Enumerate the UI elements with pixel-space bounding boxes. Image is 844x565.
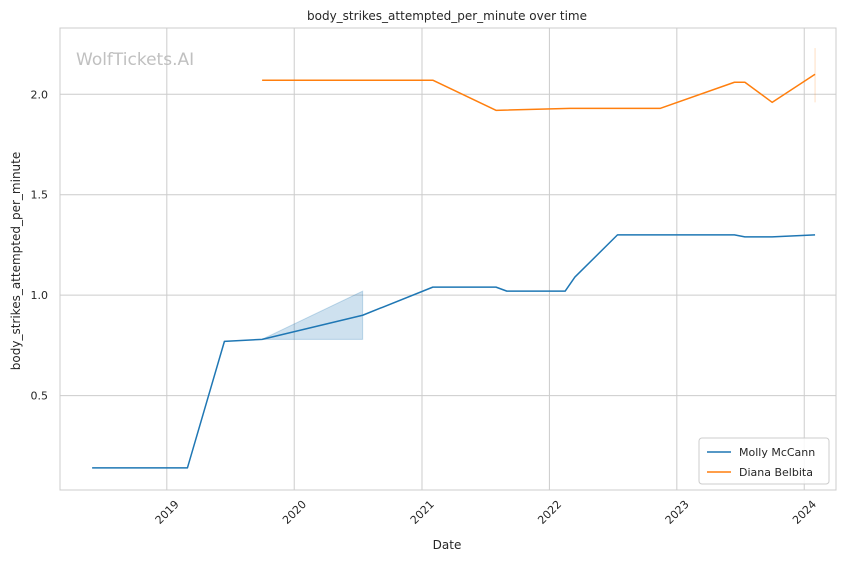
legend-label-molly-mccann: Molly McCann bbox=[739, 446, 815, 459]
series-line-molly-mccann bbox=[92, 234, 816, 469]
x-tick-label: 2019 bbox=[153, 498, 182, 527]
grid-layer bbox=[60, 28, 836, 490]
band-layer bbox=[261, 48, 816, 340]
y-tick-label: 0.5 bbox=[31, 390, 49, 403]
y-tick-label: 2.0 bbox=[31, 88, 49, 101]
series-line-diana-belbita bbox=[262, 73, 816, 112]
x-tick-label: 2024 bbox=[790, 498, 819, 527]
y-tick-label: 1.0 bbox=[31, 289, 49, 302]
line-layer bbox=[92, 73, 816, 469]
chart-title: body_strikes_attempted_per_minute over t… bbox=[307, 9, 587, 23]
x-tick-label: 2022 bbox=[535, 498, 564, 527]
legend-box bbox=[698, 437, 830, 485]
x-tick-label: 2020 bbox=[280, 498, 309, 527]
y-tick-label: 1.5 bbox=[31, 189, 49, 202]
watermark: WolfTickets.AI bbox=[76, 50, 194, 70]
x-tick-label: 2023 bbox=[663, 498, 692, 527]
confidence-band-molly-mccann bbox=[261, 290, 364, 340]
plot-area-border bbox=[59, 27, 837, 491]
x-tick-label: 2021 bbox=[408, 498, 437, 527]
y-axis-label: body_strikes_attempted_per_minute bbox=[9, 152, 23, 370]
legend: Molly McCann Diana Belbita bbox=[698, 437, 830, 485]
legend-label-diana-belbita: Diana Belbita bbox=[739, 466, 813, 479]
x-axis-label: Date bbox=[433, 538, 462, 552]
